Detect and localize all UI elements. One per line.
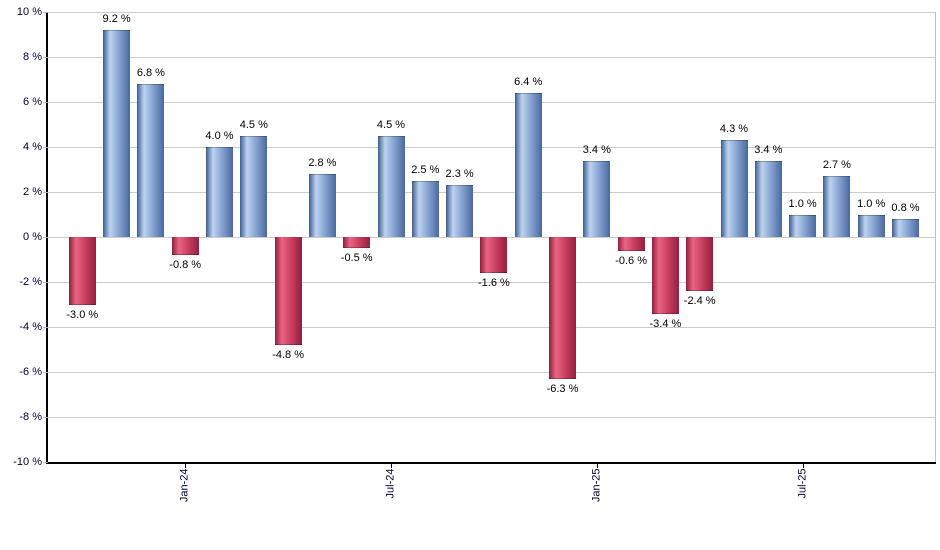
y-tick <box>43 237 48 238</box>
bar-value-label: 1.0 % <box>857 197 886 210</box>
bar-value-label: -6.3 % <box>546 382 579 395</box>
y-axis-line <box>46 12 48 464</box>
gridline <box>48 12 936 13</box>
bar-value-label: 2.5 % <box>411 163 440 176</box>
y-axis-label: 4 % <box>23 141 42 153</box>
y-axis-label: -8 % <box>19 411 42 423</box>
bar-value-label: 4.5 % <box>239 118 268 131</box>
bar-value-label: -0.5 % <box>340 252 373 265</box>
bar-value-label: 3.4 % <box>582 143 611 156</box>
y-tick <box>43 192 48 193</box>
bar-19 <box>686 237 714 291</box>
bar-value-label: 4.5 % <box>376 118 406 131</box>
y-tick <box>43 327 48 328</box>
y-tick <box>43 282 48 283</box>
bar-21 <box>754 160 782 237</box>
bar-value-label: 2.8 % <box>308 157 337 169</box>
bar-12 <box>446 185 474 237</box>
bar-1 <box>68 237 96 305</box>
y-tick <box>43 372 48 373</box>
bar-2 <box>103 30 131 237</box>
bar-value-label: -4.8 % <box>272 349 304 361</box>
bar-value-label: 9.2 % <box>102 13 131 25</box>
y-axis-label: 8 % <box>23 51 42 63</box>
y-axis-label: 2 % <box>23 186 42 198</box>
bar-18 <box>651 237 679 314</box>
y-tick <box>43 417 48 418</box>
y-axis-label: -2 % <box>19 276 42 288</box>
gridline <box>48 372 936 373</box>
bar-value-label: 0.8 % <box>891 202 920 214</box>
gridline <box>48 147 936 148</box>
bar-16 <box>583 160 611 237</box>
x-axis-label: Jan-25 <box>590 468 603 503</box>
bar-15 <box>549 237 576 379</box>
y-tick <box>43 147 48 148</box>
bar-11 <box>411 180 439 237</box>
bar-13 <box>480 237 508 273</box>
y-axis-label: -6 % <box>19 366 42 378</box>
bar-value-label: -0.6 % <box>615 254 647 267</box>
bar-4 <box>171 237 199 255</box>
bar-value-label: 6.8 % <box>136 67 165 79</box>
bar-value-label: -2.4 % <box>683 295 716 307</box>
y-axis-label: -10 % <box>13 456 42 468</box>
x-axis-label: Jul-24 <box>384 468 397 499</box>
bar-value-label: -0.8 % <box>169 259 202 271</box>
bar-20 <box>720 140 748 237</box>
bar-value-label: 4.3 % <box>719 123 749 136</box>
bar-10 <box>377 135 405 237</box>
bar-value-label: 2.3 % <box>445 168 474 181</box>
bar-value-label: -1.6 % <box>477 277 510 289</box>
bar-23 <box>823 176 851 237</box>
bar-value-label: 6.4 % <box>514 76 543 88</box>
bar-6 <box>240 135 268 237</box>
bar-value-label: -3.0 % <box>66 308 99 321</box>
x-axis-label: Jan-24 <box>178 468 191 503</box>
bar-value-label: 2.7 % <box>822 159 851 172</box>
x-axis-line <box>46 462 936 464</box>
plot-border-right <box>935 12 936 462</box>
y-tick <box>43 102 48 103</box>
gridline <box>48 327 936 328</box>
gridline <box>48 417 936 418</box>
bar-14 <box>514 93 542 237</box>
bar-9 <box>343 237 371 249</box>
bar-17 <box>617 237 645 251</box>
bar-22 <box>789 214 817 237</box>
plot-area: -3.0 % 9.2 % 6.8 % -0.8 % 4.0 % 4.5 % -4.8 % 2.… <box>48 12 936 462</box>
y-tick <box>43 57 48 58</box>
y-tick <box>43 462 48 463</box>
gridline <box>48 102 936 103</box>
x-axis-label: Jul-25 <box>796 468 809 499</box>
x-tick <box>185 463 187 468</box>
x-tick <box>802 463 804 468</box>
bar-value-label: 4.0 % <box>205 130 234 142</box>
bar-5 <box>206 147 233 237</box>
bar-value-label: 3.4 % <box>754 143 783 156</box>
y-axis-label: -4 % <box>19 321 42 333</box>
bar-3 <box>137 84 165 237</box>
bar-8 <box>308 174 336 237</box>
gridline <box>48 57 936 58</box>
y-axis-label: 6 % <box>23 96 42 108</box>
y-axis-label: 10 % <box>16 6 42 18</box>
gridline <box>48 282 936 283</box>
bar-value-label: 1.0 % <box>788 197 817 210</box>
bar-24 <box>857 214 885 237</box>
bar-value-label: -3.4 % <box>649 317 682 330</box>
x-tick <box>391 463 392 468</box>
x-tick <box>596 463 598 468</box>
bar-7 <box>274 237 302 345</box>
gridline <box>48 192 936 193</box>
y-axis-label: 0 % <box>23 231 42 243</box>
bar-25 <box>892 219 919 237</box>
y-tick <box>43 12 48 13</box>
